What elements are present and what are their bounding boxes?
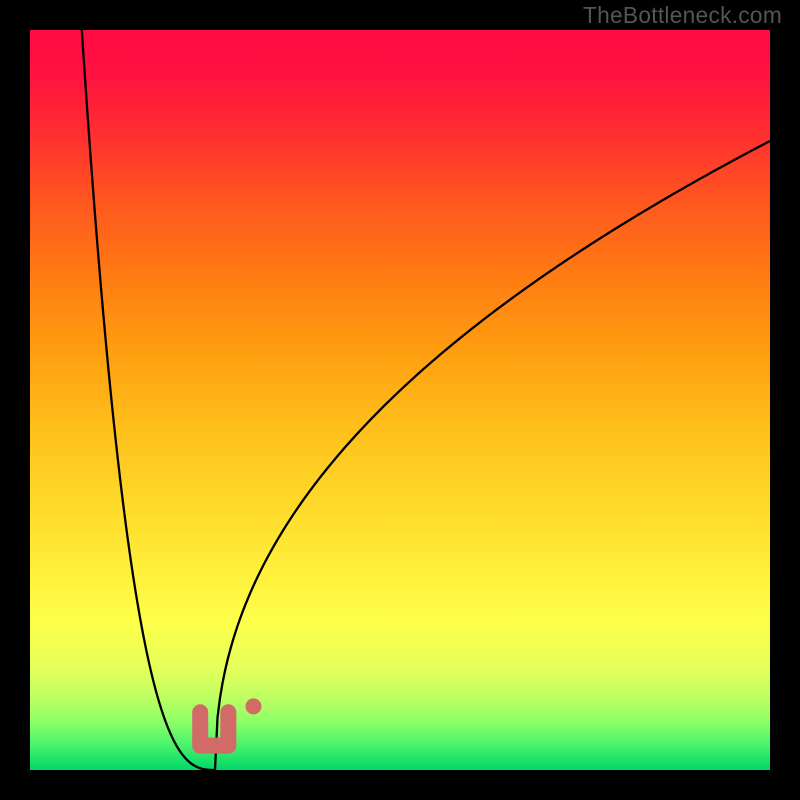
watermark-text: TheBottleneck.com (583, 2, 782, 29)
marker-dot (245, 698, 261, 714)
plot-area (30, 30, 770, 770)
chart-svg (0, 0, 800, 800)
plot-background (30, 30, 770, 770)
